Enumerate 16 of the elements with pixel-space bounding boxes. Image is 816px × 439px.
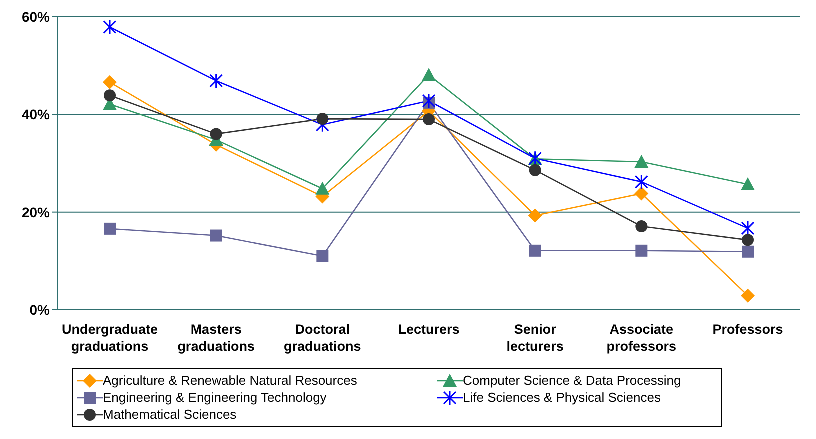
legend-label: Agriculture & Renewable Natural Resources: [103, 373, 358, 388]
x-tick-label: Senior lecturers: [506, 322, 564, 354]
x-tick-label: Masters graduations: [178, 322, 255, 354]
y-tick-label: 60%: [22, 8, 51, 25]
legend-label: Engineering & Engineering Technology: [103, 390, 327, 405]
legend-label: Computer Science & Data Processing: [463, 373, 682, 388]
x-tick-label: Undergraduate graduations: [62, 322, 158, 354]
x-tick-label: Professors: [712, 322, 784, 337]
y-tick-label: 0%: [30, 302, 51, 318]
x-tick-label: Doctoral graduations: [284, 322, 362, 354]
x-tick-label: Lecturers: [398, 322, 460, 337]
legend-label: Mathematical Sciences: [103, 407, 237, 422]
y-tick-label: 20%: [22, 204, 51, 220]
y-tick-label: 40%: [22, 106, 51, 123]
x-tick-label: Associate professors: [606, 322, 677, 354]
legend-label: Life Sciences & Physical Sciences: [463, 390, 661, 405]
